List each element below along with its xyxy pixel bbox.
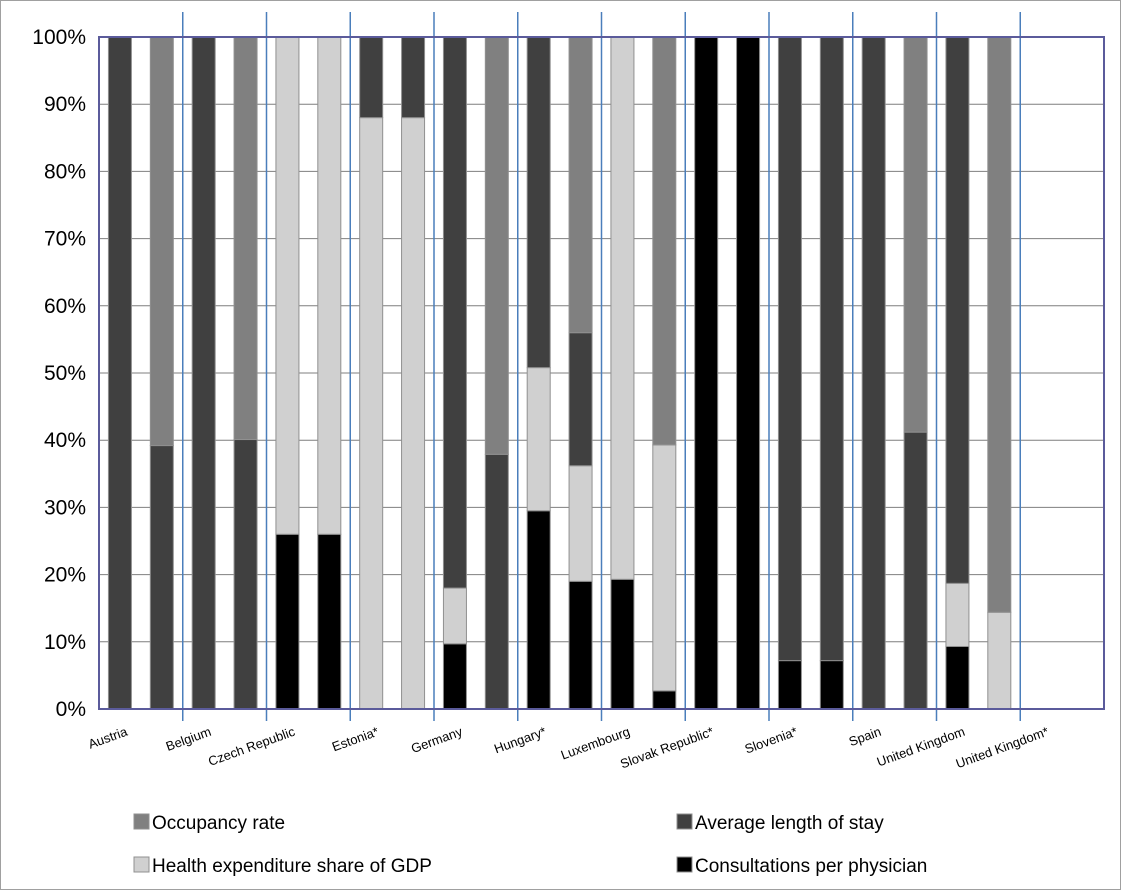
bar-segment-consultations-per-physician (777, 660, 802, 710)
bar-segment-consultations-per-physician (317, 533, 342, 710)
bar-segment-health-expenditure-share-of-gdp (568, 465, 593, 582)
bar-segment-health-expenditure-share-of-gdp (652, 444, 677, 692)
bar-segment-average-length-of-stay (903, 431, 928, 710)
bar-segment-occupancy-rate (987, 36, 1012, 613)
bar-segment-health-expenditure-share-of-gdp (401, 117, 426, 710)
legend-swatch-average-length-of-stay (676, 813, 693, 830)
y-tick-label: 10% (44, 631, 86, 654)
y-tick-label: 60% (44, 295, 86, 318)
y-tick-label: 100% (32, 26, 86, 49)
bar-segment-consultations-per-physician (568, 580, 593, 710)
bar-segment-average-length-of-stay (568, 332, 593, 467)
bar-segment-occupancy-rate (568, 36, 593, 334)
legend-label-occupancy-rate: Occupancy rate (152, 813, 285, 834)
y-tick-label: 40% (44, 429, 86, 452)
bar-segment-average-length-of-stay (526, 36, 551, 369)
bars (107, 36, 1012, 710)
bar-segment-consultations-per-physician (652, 690, 677, 710)
bar-segment-average-length-of-stay (359, 36, 384, 119)
bar-segment-consultations-per-physician (442, 643, 467, 710)
bar-segment-health-expenditure-share-of-gdp (610, 36, 635, 580)
bar-segment-average-length-of-stay (401, 36, 426, 119)
bar-segment-consultations-per-physician (610, 578, 635, 710)
legend-label-health-expenditure-share-of-gdp: Health expenditure share of GDP (152, 856, 432, 877)
bar-segment-occupancy-rate (903, 36, 928, 433)
legend: Occupancy rate Average length of stay Heal… (133, 813, 927, 877)
bar-segment-occupancy-rate (149, 36, 174, 447)
bar-segment-consultations-per-physician (819, 660, 844, 710)
legend-swatch-consultations-per-physician (676, 856, 693, 873)
category-separators (182, 12, 1021, 721)
bar-segment-average-length-of-stay (191, 36, 216, 710)
bar-segment-average-length-of-stay (484, 453, 509, 710)
bar-segment-consultations-per-physician (945, 646, 970, 710)
bar-segment-consultations-per-physician (526, 510, 551, 710)
bar-segment-average-length-of-stay (945, 36, 970, 584)
legend-label-consultations-per-physician: Consultations per physician (695, 856, 927, 877)
bar-segment-consultations-per-physician (694, 36, 719, 710)
y-tick-label: 30% (44, 496, 86, 519)
bar-segment-occupancy-rate (233, 36, 258, 441)
bar-segment-health-expenditure-share-of-gdp (526, 367, 551, 512)
bar-segment-average-length-of-stay (861, 36, 886, 710)
bar-segment-average-length-of-stay (819, 36, 844, 662)
y-tick-label: 70% (44, 228, 86, 251)
y-axis-ticks: 0% 10% 20% 30% 40% 50% 60% 70% 80% 90% 100% (32, 26, 86, 721)
y-tick-label: 20% (44, 564, 86, 587)
bar-segment-health-expenditure-share-of-gdp (275, 36, 300, 535)
bar-segment-average-length-of-stay (107, 36, 132, 710)
bar-segment-consultations-per-physician (275, 533, 300, 710)
plot-area-border (98, 36, 1105, 710)
y-tick-label: 80% (44, 160, 86, 183)
bar-segment-average-length-of-stay (233, 439, 258, 710)
bar-segment-health-expenditure-share-of-gdp (945, 582, 970, 648)
bar-segment-consultations-per-physician (736, 36, 761, 710)
y-tick-label: 0% (56, 698, 86, 721)
bar-segment-average-length-of-stay (149, 445, 174, 710)
bar-segment-health-expenditure-share-of-gdp (359, 117, 384, 710)
bar-segment-health-expenditure-share-of-gdp (442, 587, 467, 645)
y-tick-label: 90% (44, 93, 86, 116)
legend-swatch-health-expenditure-share-of-gdp (133, 856, 150, 873)
bar-segment-occupancy-rate (484, 36, 509, 455)
bar-segment-health-expenditure-share-of-gdp (987, 611, 1012, 710)
legend-swatch-occupancy-rate (133, 813, 150, 830)
bar-segment-average-length-of-stay (777, 36, 802, 662)
bar-segment-occupancy-rate (652, 36, 677, 446)
bar-segment-average-length-of-stay (442, 36, 467, 589)
legend-label-average-length-of-stay: Average length of stay (695, 813, 884, 834)
bar-segment-health-expenditure-share-of-gdp (317, 36, 342, 535)
y-tick-label: 50% (44, 362, 86, 385)
